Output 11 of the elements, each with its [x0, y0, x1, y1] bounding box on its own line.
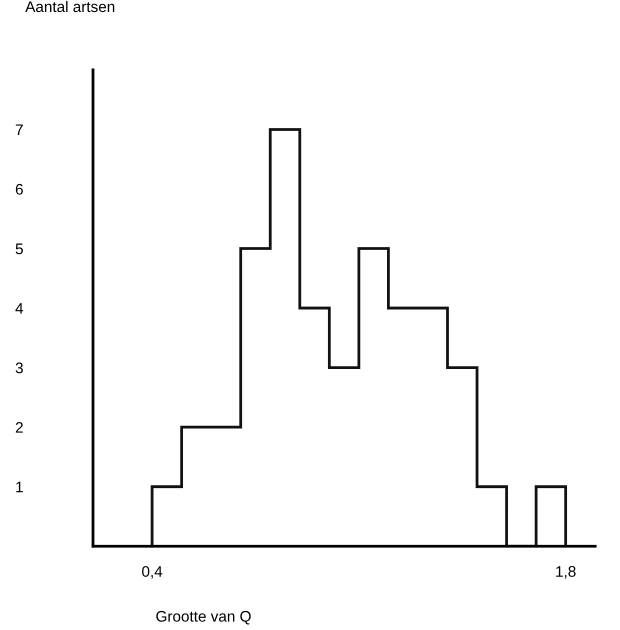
x-tick-label: 0,4 [142, 566, 162, 579]
x-axis-title: Grootte van Q [156, 610, 251, 624]
y-axis-title: Aantal artsen [25, 0, 114, 12]
y-tick-label: 3 [16, 362, 23, 374]
y-tick-label: 7 [16, 124, 23, 135]
y-tick-label: 6 [16, 184, 23, 195]
y-tick-label: 4 [15, 303, 24, 314]
y-tick-label: 1 [16, 482, 23, 492]
y-tick-label: 5 [16, 244, 23, 254]
x-tick-label: 1,8 [556, 566, 576, 579]
y-tick-label: 2 [16, 422, 23, 433]
